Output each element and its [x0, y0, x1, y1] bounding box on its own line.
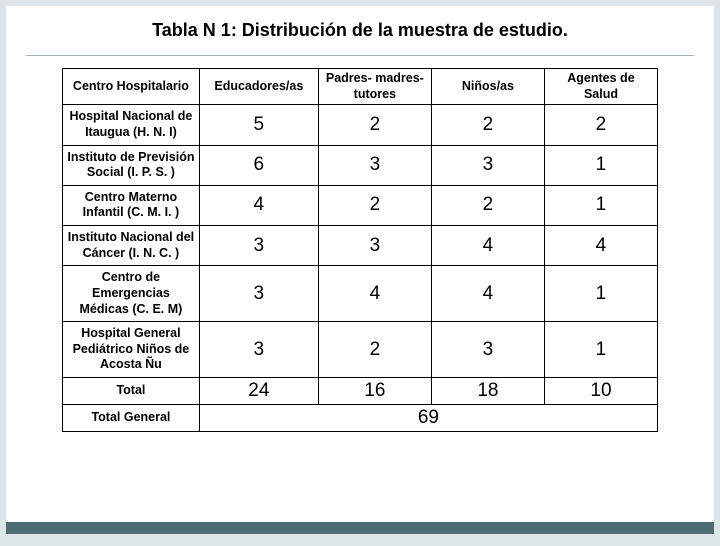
cell: 4 — [431, 266, 544, 322]
cell: 3 — [431, 322, 544, 378]
row-label: Hospital General Pediátrico Niños de Aco… — [63, 322, 200, 378]
totals-cell: 16 — [318, 378, 431, 405]
cell: 2 — [431, 185, 544, 225]
table-row: Instituto Nacional del Cáncer (I. N. C. … — [63, 226, 658, 266]
cell: 2 — [318, 105, 431, 145]
slide: Tabla N 1: Distribución de la muestra de… — [6, 6, 714, 534]
cell: 2 — [318, 322, 431, 378]
cell: 4 — [318, 266, 431, 322]
total-general-row: Total General 69 — [63, 405, 658, 432]
footer-bar — [6, 522, 714, 534]
col-header: Padres- madres- tutores — [318, 69, 431, 105]
row-label: Hospital Nacional de Itaugua (H. N. I) — [63, 105, 200, 145]
table-container: Centro Hospitalario Educadores/as Padres… — [6, 68, 714, 432]
cell: 2 — [544, 105, 657, 145]
table-header-row: Centro Hospitalario Educadores/as Padres… — [63, 69, 658, 105]
table-row: Centro Materno Infantil (C. M. I. ) 4 2 … — [63, 185, 658, 225]
cell: 2 — [431, 105, 544, 145]
table-row: Instituto de Previsión Social (I. P. S. … — [63, 145, 658, 185]
cell: 3 — [199, 226, 318, 266]
cell: 3 — [199, 322, 318, 378]
totals-cell: 24 — [199, 378, 318, 405]
page-title: Tabla N 1: Distribución de la muestra de… — [6, 6, 714, 49]
table-row: Hospital General Pediátrico Niños de Aco… — [63, 322, 658, 378]
row-label: Instituto de Previsión Social (I. P. S. … — [63, 145, 200, 185]
col-header: Niños/as — [431, 69, 544, 105]
col-header: Agentes de Salud — [544, 69, 657, 105]
totals-cell: 10 — [544, 378, 657, 405]
row-label: Centro de Emergencias Médicas (C. E. M) — [63, 266, 200, 322]
cell: 1 — [544, 266, 657, 322]
totals-row: Total 24 16 18 10 — [63, 378, 658, 405]
cell: 6 — [199, 145, 318, 185]
cell: 1 — [544, 145, 657, 185]
distribution-table: Centro Hospitalario Educadores/as Padres… — [62, 68, 658, 432]
cell: 5 — [199, 105, 318, 145]
divider — [26, 55, 694, 56]
col-header: Centro Hospitalario — [63, 69, 200, 105]
cell: 4 — [544, 226, 657, 266]
row-label: Instituto Nacional del Cáncer (I. N. C. … — [63, 226, 200, 266]
cell: 3 — [318, 226, 431, 266]
cell: 1 — [544, 322, 657, 378]
cell: 2 — [318, 185, 431, 225]
cell: 1 — [544, 185, 657, 225]
cell: 4 — [431, 226, 544, 266]
table-row: Centro de Emergencias Médicas (C. E. M) … — [63, 266, 658, 322]
total-general-value: 69 — [199, 405, 657, 432]
totals-cell: 18 — [431, 378, 544, 405]
cell: 3 — [199, 266, 318, 322]
col-header: Educadores/as — [199, 69, 318, 105]
cell: 3 — [318, 145, 431, 185]
table-row: Hospital Nacional de Itaugua (H. N. I) 5… — [63, 105, 658, 145]
cell: 3 — [431, 145, 544, 185]
row-label: Centro Materno Infantil (C. M. I. ) — [63, 185, 200, 225]
total-general-label: Total General — [63, 405, 200, 432]
totals-label: Total — [63, 378, 200, 405]
cell: 4 — [199, 185, 318, 225]
